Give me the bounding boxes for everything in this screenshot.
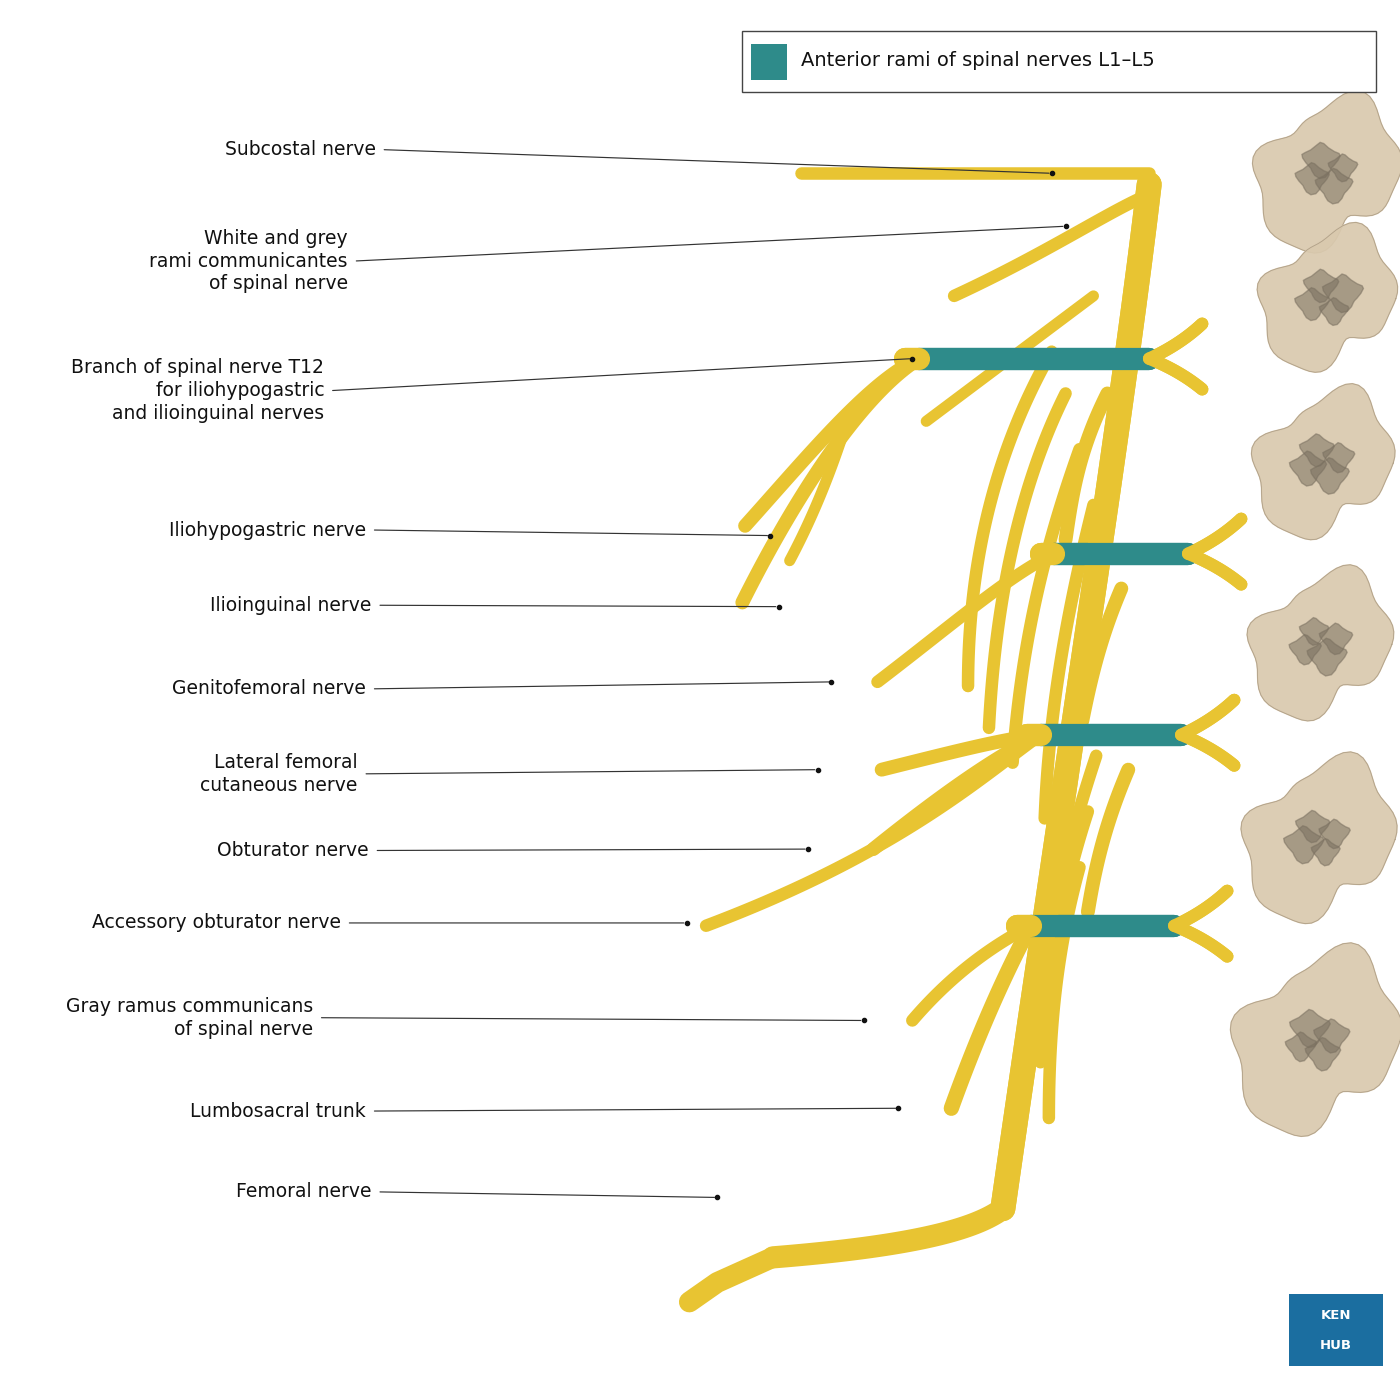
Polygon shape	[1313, 1019, 1350, 1053]
Text: Ilioinguinal nerve: Ilioinguinal nerve	[210, 596, 371, 615]
Polygon shape	[1319, 623, 1352, 655]
Polygon shape	[1329, 154, 1358, 182]
Polygon shape	[1312, 839, 1340, 865]
Polygon shape	[1299, 434, 1334, 466]
Text: Obturator nerve: Obturator nerve	[217, 841, 368, 860]
Polygon shape	[1299, 617, 1329, 645]
Polygon shape	[1285, 1032, 1317, 1061]
Polygon shape	[1310, 458, 1350, 494]
Text: Branch of spinal nerve T12
for iliohypogastric
and ilioinguinal nerves: Branch of spinal nerve T12 for iliohypog…	[71, 358, 325, 423]
Text: KEN: KEN	[1320, 1309, 1351, 1322]
Polygon shape	[1253, 91, 1400, 253]
Polygon shape	[1252, 384, 1394, 540]
Polygon shape	[1231, 942, 1400, 1137]
FancyBboxPatch shape	[742, 31, 1376, 92]
Polygon shape	[1295, 811, 1330, 843]
Polygon shape	[1305, 1037, 1341, 1071]
Polygon shape	[1257, 223, 1397, 372]
Text: HUB: HUB	[1320, 1340, 1352, 1352]
Polygon shape	[1289, 634, 1322, 665]
Polygon shape	[1323, 442, 1355, 473]
FancyBboxPatch shape	[750, 43, 787, 80]
Polygon shape	[1295, 288, 1330, 321]
Polygon shape	[1240, 752, 1397, 924]
Text: White and grey
rami communicantes
of spinal nerve: White and grey rami communicantes of spi…	[150, 228, 349, 294]
Text: Anterior rami of spinal nerves L1–L5: Anterior rami of spinal nerves L1–L5	[801, 50, 1155, 70]
Text: Iliohypogastric nerve: Iliohypogastric nerve	[169, 521, 365, 539]
Text: Subcostal nerve: Subcostal nerve	[225, 140, 375, 160]
Text: Femoral nerve: Femoral nerve	[237, 1183, 371, 1201]
Polygon shape	[1289, 451, 1327, 486]
Polygon shape	[1323, 274, 1364, 312]
Polygon shape	[1308, 638, 1347, 676]
Text: Lumbosacral trunk: Lumbosacral trunk	[190, 1102, 365, 1120]
Text: Genitofemoral nerve: Genitofemoral nerve	[172, 679, 365, 699]
Text: Lateral femoral
cutaneous nerve: Lateral femoral cutaneous nerve	[200, 753, 358, 795]
Polygon shape	[1289, 1009, 1330, 1047]
Polygon shape	[1247, 564, 1394, 721]
Polygon shape	[1303, 269, 1338, 302]
FancyBboxPatch shape	[1288, 1294, 1383, 1366]
Polygon shape	[1319, 298, 1348, 325]
Polygon shape	[1284, 826, 1324, 864]
Polygon shape	[1302, 143, 1340, 179]
Text: Accessory obturator nerve: Accessory obturator nerve	[92, 913, 342, 932]
Polygon shape	[1319, 819, 1350, 848]
Polygon shape	[1295, 162, 1329, 195]
Text: Gray ramus communicans
of spinal nerve: Gray ramus communicans of spinal nerve	[66, 997, 314, 1039]
Polygon shape	[1315, 168, 1352, 204]
